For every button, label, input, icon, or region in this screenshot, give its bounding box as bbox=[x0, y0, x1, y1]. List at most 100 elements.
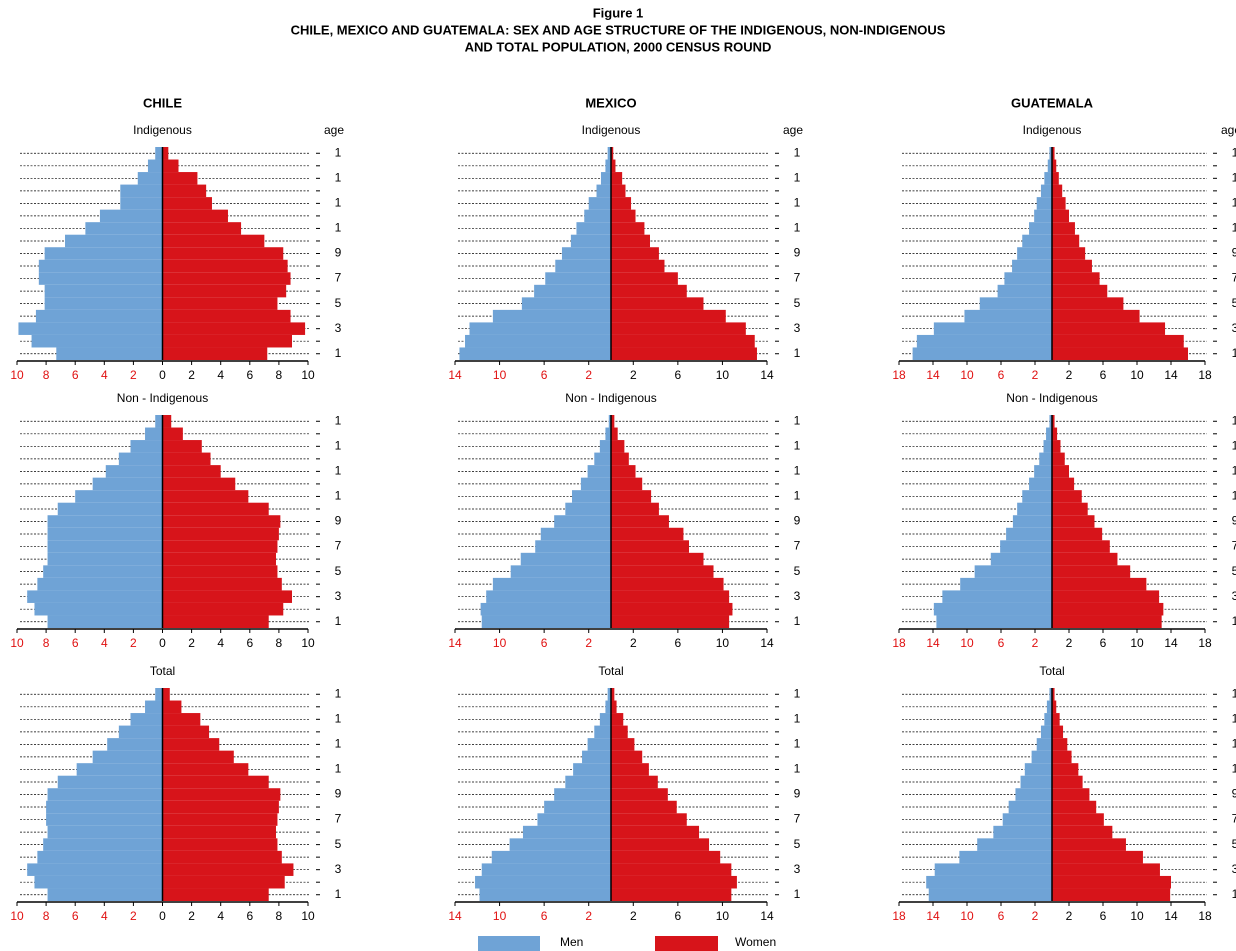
bar bbox=[611, 565, 714, 578]
bar bbox=[1034, 209, 1052, 223]
age-label: 9 bbox=[335, 246, 342, 260]
x2-tick-label: 6 bbox=[998, 368, 1005, 382]
bar bbox=[1052, 222, 1075, 235]
x-tick-label: 2 bbox=[1066, 368, 1073, 382]
panel-subtitle: Non - Indigenous bbox=[1006, 391, 1097, 405]
bar bbox=[162, 527, 279, 541]
bar bbox=[162, 197, 212, 210]
bar bbox=[964, 309, 1052, 323]
bar bbox=[162, 540, 278, 553]
x2-tick-label: 2 bbox=[585, 368, 592, 382]
bar bbox=[582, 750, 611, 764]
bar bbox=[611, 452, 629, 466]
age-label: 1 bbox=[335, 464, 342, 478]
bar bbox=[162, 259, 288, 273]
age-label: 1 bbox=[794, 413, 801, 427]
bar bbox=[145, 700, 163, 714]
bar bbox=[1052, 540, 1110, 553]
x-tick-label: 10 bbox=[1130, 636, 1144, 650]
age-label: 3 bbox=[335, 862, 342, 876]
bar bbox=[611, 813, 687, 826]
bar bbox=[540, 527, 611, 541]
age-label: 1 bbox=[1232, 221, 1236, 235]
bar bbox=[162, 172, 198, 185]
x2-tick-label: 2 bbox=[130, 636, 137, 650]
x2-tick-label: 4 bbox=[101, 368, 108, 382]
bar bbox=[1034, 465, 1052, 478]
bar bbox=[611, 477, 643, 491]
age-label: 1 bbox=[1232, 686, 1236, 700]
bar bbox=[599, 713, 611, 726]
bar bbox=[1052, 159, 1057, 173]
x2-tick-label: 6 bbox=[998, 636, 1005, 650]
bar bbox=[611, 763, 649, 776]
bar bbox=[162, 297, 278, 310]
bar bbox=[162, 565, 278, 578]
bar bbox=[534, 284, 611, 298]
bar bbox=[607, 688, 611, 701]
bar bbox=[611, 159, 616, 173]
bar bbox=[916, 334, 1052, 348]
bar bbox=[34, 602, 163, 616]
bar bbox=[162, 502, 269, 516]
x2-tick-label: 8 bbox=[43, 636, 50, 650]
x-tick-label: 14 bbox=[1164, 368, 1178, 382]
age-label: 3 bbox=[1232, 321, 1236, 335]
bar bbox=[1000, 540, 1052, 553]
bar bbox=[486, 590, 611, 603]
x-tick-label: 2 bbox=[188, 636, 195, 650]
age-label: 3 bbox=[335, 321, 342, 335]
bar bbox=[1052, 590, 1160, 603]
bar bbox=[1029, 222, 1052, 235]
x-tick-label: 4 bbox=[217, 909, 224, 923]
bar bbox=[611, 713, 624, 726]
bar bbox=[46, 800, 163, 814]
bar bbox=[1052, 775, 1083, 789]
bar bbox=[611, 750, 643, 764]
y-axis-label: age bbox=[1221, 123, 1236, 137]
bar bbox=[611, 700, 617, 714]
bar bbox=[492, 309, 611, 323]
age-label: 1 bbox=[1232, 887, 1236, 901]
bar bbox=[979, 297, 1052, 310]
age-label: 3 bbox=[794, 862, 801, 876]
bar bbox=[492, 577, 611, 591]
bar bbox=[1046, 700, 1052, 714]
bar bbox=[47, 515, 163, 528]
bar bbox=[162, 863, 294, 876]
y-axis-label: age bbox=[783, 123, 803, 137]
panel-country: CHILE bbox=[143, 95, 182, 110]
bar bbox=[926, 875, 1052, 889]
bar bbox=[611, 297, 704, 310]
bar bbox=[990, 552, 1052, 566]
bar bbox=[65, 234, 163, 248]
age-label: 1 bbox=[335, 346, 342, 360]
bar bbox=[1040, 725, 1052, 739]
x-tick-label: 14 bbox=[1164, 909, 1178, 923]
bar bbox=[162, 515, 281, 528]
bar bbox=[1052, 334, 1184, 348]
y-axis-label: age bbox=[324, 123, 344, 137]
x2-tick-label: 4 bbox=[101, 909, 108, 923]
bar bbox=[47, 540, 163, 553]
age-label: 1 bbox=[1232, 413, 1236, 427]
bar bbox=[605, 700, 611, 714]
bar bbox=[1052, 415, 1055, 428]
bar bbox=[611, 738, 635, 751]
bar bbox=[491, 850, 611, 864]
bar bbox=[1052, 825, 1113, 839]
bar bbox=[1052, 813, 1104, 826]
bar bbox=[1052, 552, 1118, 566]
x-tick-label: 2 bbox=[630, 636, 637, 650]
age-label: 1 bbox=[794, 170, 801, 184]
bar bbox=[162, 602, 284, 616]
bar bbox=[1052, 565, 1131, 578]
bar bbox=[573, 763, 611, 776]
age-label: 1 bbox=[794, 737, 801, 751]
bar bbox=[611, 234, 650, 248]
bar bbox=[162, 247, 284, 260]
bar bbox=[107, 738, 163, 751]
bar bbox=[1052, 788, 1090, 801]
bar bbox=[611, 863, 732, 876]
bar bbox=[1052, 863, 1160, 876]
